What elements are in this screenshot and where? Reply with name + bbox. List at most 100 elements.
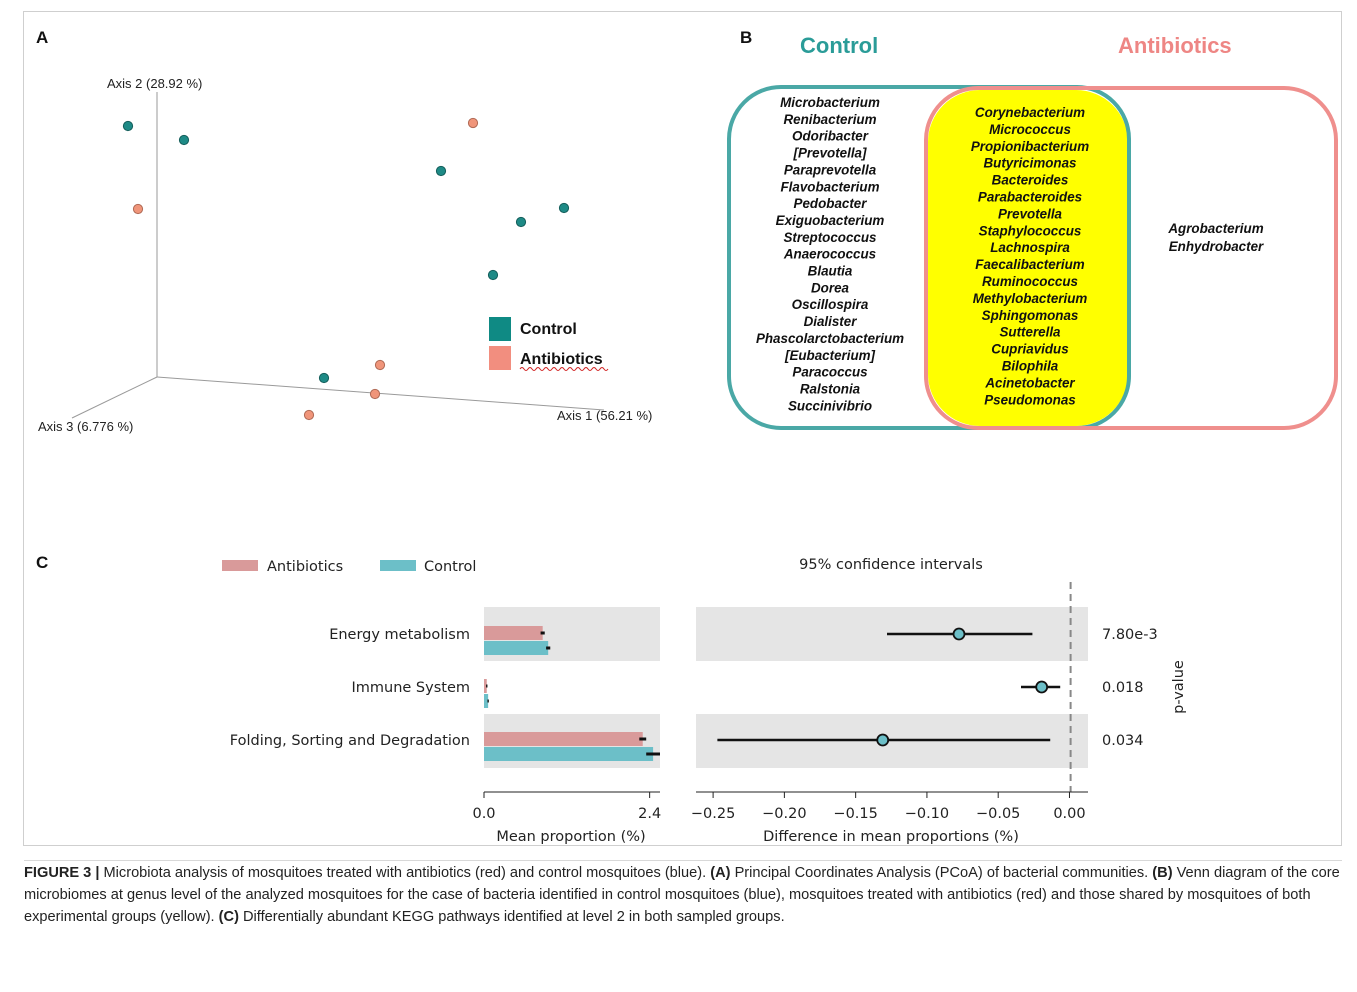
pvalue-label: 0.034	[1102, 733, 1144, 749]
venn-antibiotics-set	[924, 86, 1338, 430]
bars-x-tick-label: 0.0	[472, 806, 495, 822]
shared-genus: Lachnospira	[990, 240, 1070, 255]
pcoa-point-antibiotics	[467, 117, 479, 129]
panel-b-label: B	[740, 28, 752, 47]
ci-x-tick-label: 0.00	[1053, 806, 1085, 822]
shared-genus: Micrococcus	[989, 122, 1071, 137]
ci-x-tick-label: −0.15	[833, 806, 877, 822]
pcoa-axis3-label: Axis 3 (6.776 %)	[38, 419, 133, 434]
control-only-genus: Succinivibrio	[788, 398, 872, 413]
kegg-category-labels: Energy metabolism Immune System Folding, S…	[230, 627, 470, 749]
ci-x-ticks: −0.25 −0.20 −0.15 −0.10 −0.05 0.00	[691, 792, 1086, 822]
bar-control	[484, 694, 489, 708]
pcoa-legend-antibiotics-label: Antibiotics	[520, 351, 603, 368]
control-only-genus: [Eubacterium]	[784, 348, 876, 363]
control-only-genus: Oscillospira	[792, 297, 869, 312]
shared-genus: Propionibacterium	[971, 139, 1089, 154]
pcoa-axis1-line	[156, 376, 605, 411]
ci-x-label: Difference in mean proportions (%)	[763, 829, 1019, 845]
control-only-genus: Ralstonia	[800, 381, 861, 396]
shared-genus: Parabacteroides	[978, 190, 1082, 205]
panel-c-label: C	[36, 553, 48, 572]
caption-intro: Microbiota analysis of mosquitoes treate…	[99, 865, 711, 881]
panel-c-kegg: C Antibiotics Control 95% confidence int…	[36, 553, 1187, 845]
shared-genus: Acinetobacter	[984, 375, 1075, 390]
venn-antibiotics-title: Antibiotics	[1118, 33, 1232, 58]
pcoa-point-antibiotics	[132, 203, 144, 215]
control-only-genus: Pedobacter	[794, 196, 868, 211]
caption-b-text: Venn diagram of the core microbiomes at …	[24, 865, 1340, 925]
antibiotics-only-genus: Enhydrobacter	[1169, 239, 1264, 254]
control-only-genus: Blautia	[808, 264, 853, 279]
control-only-genus: Dialister	[804, 314, 858, 329]
pvalue-labels: 7.80e-3 0.018 0.034	[1102, 627, 1158, 749]
bars-x-ticks: 0.0 2.4	[472, 792, 661, 822]
control-only-genus: Paracoccus	[792, 365, 867, 380]
venn-shared-region	[928, 90, 1128, 426]
venn-control-title: Control	[800, 33, 878, 58]
shared-genus: Pseudomonas	[984, 392, 1076, 407]
control-only-genus: Odoribacter	[792, 129, 869, 144]
shared-genus: Methylobacterium	[973, 291, 1088, 306]
shared-genus: Cupriavidus	[991, 342, 1068, 357]
pvalue-label: 0.018	[1102, 680, 1144, 696]
control-only-genus: Exiguobacterium	[776, 213, 885, 228]
control-only-genus: Paraprevotella	[784, 162, 877, 177]
kegg-legend-antibiotics-swatch	[222, 560, 258, 571]
ci-x-tick-label: −0.10	[905, 806, 949, 822]
bar-antibiotics	[484, 626, 543, 640]
pcoa-point-antibiotics	[369, 388, 381, 400]
shared-genus: Sphingomonas	[982, 308, 1079, 323]
kegg-category-label: Folding, Sorting and Degradation	[230, 733, 470, 749]
ci-points	[717, 627, 1061, 747]
ci-title: 95% confidence intervals	[799, 557, 983, 573]
pcoa-legend-antibiotics-swatch	[489, 346, 511, 370]
control-only-genus: Anaerococcus	[783, 247, 876, 262]
ci-point	[876, 733, 890, 747]
pvalue-label: 7.80e-3	[1102, 627, 1158, 643]
pcoa-axis2-label: Axis 2 (28.92 %)	[107, 76, 202, 91]
kegg-legend-antibiotics-label: Antibiotics	[267, 559, 343, 575]
control-only-genus: Microbacterium	[780, 95, 880, 110]
caption-rule	[24, 860, 1342, 861]
pcoa-point-control	[122, 120, 134, 132]
panel-b-venn: B Control Antibiotics Microbacterium Reni…	[727, 28, 1338, 430]
pcoa-point-control	[318, 372, 330, 384]
caption-c-text: Differentially abundant KEGG pathways id…	[238, 909, 785, 925]
venn-control-set	[727, 85, 1131, 430]
kegg-legend-control-swatch	[380, 560, 416, 571]
caption-b-label: (B)	[1152, 865, 1173, 881]
caption-c-label: (C)	[218, 909, 239, 925]
shared-genus: Ruminococcus	[982, 274, 1078, 289]
ci-point	[952, 627, 966, 641]
caption-a-text: Principal Coordinates Analysis (PCoA) of…	[730, 865, 1153, 881]
pcoa-legend-control-label: Control	[520, 321, 577, 338]
bars-x-tick-label: 2.4	[638, 806, 661, 822]
shared-genus: Staphylococcus	[979, 223, 1082, 238]
pcoa-point-control	[178, 134, 190, 146]
pcoa-legend-control-swatch	[489, 317, 511, 341]
bars-x-label: Mean proportion (%)	[496, 829, 645, 845]
venn-shared-list: Corynebacterium Micrococcus Propionibacter…	[971, 105, 1089, 407]
shared-genus: Butyricimonas	[983, 156, 1076, 171]
antibiotics-only-genus: Agrobacterium	[1167, 221, 1263, 236]
kegg-category-label: Energy metabolism	[329, 627, 470, 643]
bar-antibiotics	[484, 679, 487, 693]
pcoa-point-control	[435, 165, 447, 177]
caption-a-label: (A)	[710, 865, 731, 881]
pvalue-axis-label: p-value	[1171, 660, 1187, 714]
venn-antibiotics-only-list: Agrobacterium Enhydrobacter	[1167, 221, 1264, 254]
ci-point	[1035, 680, 1049, 694]
bar-antibiotics	[484, 732, 643, 746]
control-only-genus: Dorea	[811, 280, 850, 295]
shared-genus: Bilophila	[1002, 359, 1059, 374]
control-only-genus: Phascolarctobacterium	[756, 331, 904, 346]
pcoa-point-antibiotics	[303, 409, 315, 421]
panel-a-pcoa: A Axis 2 (28.92 %) Axis 1 (56.21 %) Axis…	[36, 28, 652, 434]
ci-x-tick-label: −0.20	[762, 806, 806, 822]
venn-control-only-list: Microbacterium Renibacterium Odoribacter [P…	[756, 95, 904, 413]
pcoa-point-control	[515, 216, 527, 228]
bar-control	[484, 747, 654, 761]
control-only-genus: Renibacterium	[783, 112, 876, 127]
caption-figure-label: FIGURE 3 |	[24, 865, 100, 881]
